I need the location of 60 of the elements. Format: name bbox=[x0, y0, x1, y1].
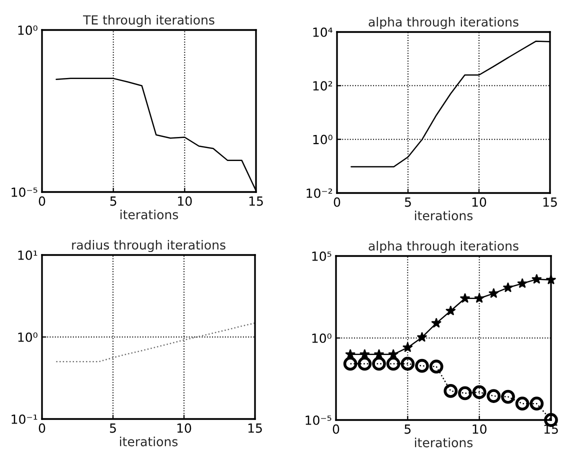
x-tick-label: 10 bbox=[472, 197, 486, 207]
point bbox=[460, 292, 470, 303]
x-tick-label: 0 bbox=[38, 196, 46, 206]
x-tick-label: 5 bbox=[404, 424, 411, 434]
point bbox=[402, 342, 413, 352]
point bbox=[474, 292, 485, 303]
y-tick-label: 10⁴ bbox=[313, 27, 332, 37]
point bbox=[445, 305, 456, 316]
line-series bbox=[56, 322, 256, 362]
x-tick-label: 10 bbox=[472, 424, 486, 434]
x-axis-title: iterations bbox=[415, 210, 473, 220]
x-axis-title: iterations bbox=[120, 210, 178, 220]
point bbox=[444, 384, 458, 398]
y-tick-label: 10⁻⁵ bbox=[12, 187, 38, 197]
x-tick-label: 0 bbox=[334, 197, 340, 207]
point bbox=[416, 332, 428, 342]
point bbox=[372, 356, 386, 371]
y-tick-label: 10⁰ bbox=[18, 25, 38, 35]
x-axis-title: iterations bbox=[415, 438, 473, 448]
y-tick-label: 10² bbox=[313, 81, 332, 91]
point bbox=[515, 396, 530, 411]
y-tick-label: 10⁰ bbox=[313, 134, 332, 144]
x-tick-label: 0 bbox=[332, 424, 340, 434]
y-tick-label: 10⁻² bbox=[306, 188, 332, 198]
x-tick-label: 0 bbox=[38, 423, 46, 433]
point bbox=[517, 278, 528, 288]
x-axis-title: iterations bbox=[120, 436, 178, 446]
point bbox=[531, 274, 542, 284]
x-tick-label: 15 bbox=[543, 198, 557, 207]
x-tick-label: 5 bbox=[110, 424, 116, 433]
point bbox=[502, 282, 514, 292]
y-tick-label: 10⁰ bbox=[18, 332, 38, 342]
point bbox=[386, 356, 400, 371]
x-tick-label: 15 bbox=[248, 424, 262, 433]
y-tick-label: 10⁻¹ bbox=[12, 414, 38, 424]
point bbox=[415, 358, 429, 373]
point bbox=[472, 385, 486, 400]
point bbox=[501, 390, 515, 404]
point bbox=[530, 396, 544, 411]
chart-title: alpha through iterations bbox=[368, 240, 518, 254]
y-tick-label: 10⁻⁵ bbox=[306, 415, 332, 425]
point bbox=[343, 356, 358, 371]
point bbox=[358, 356, 372, 371]
point bbox=[486, 389, 501, 403]
chart-title: alpha through iterations bbox=[368, 16, 518, 30]
chart-title: TE through iterations bbox=[83, 14, 214, 28]
chart-title: radius through iterations bbox=[72, 240, 226, 252]
point bbox=[431, 318, 442, 328]
point bbox=[458, 386, 472, 400]
x-tick-label: 5 bbox=[404, 198, 411, 207]
y-tick-label: 10⁰ bbox=[312, 333, 332, 343]
x-tick-label: 5 bbox=[110, 196, 116, 206]
y-tick-label: 10¹ bbox=[18, 250, 38, 260]
x-tick-label: 15 bbox=[249, 196, 263, 206]
y-tick-label: 10⁵ bbox=[312, 251, 332, 261]
x-tick-label: 10 bbox=[177, 423, 192, 433]
x-tick-label: 10 bbox=[178, 196, 192, 206]
point bbox=[429, 360, 444, 374]
point bbox=[488, 288, 499, 298]
point bbox=[400, 356, 415, 371]
